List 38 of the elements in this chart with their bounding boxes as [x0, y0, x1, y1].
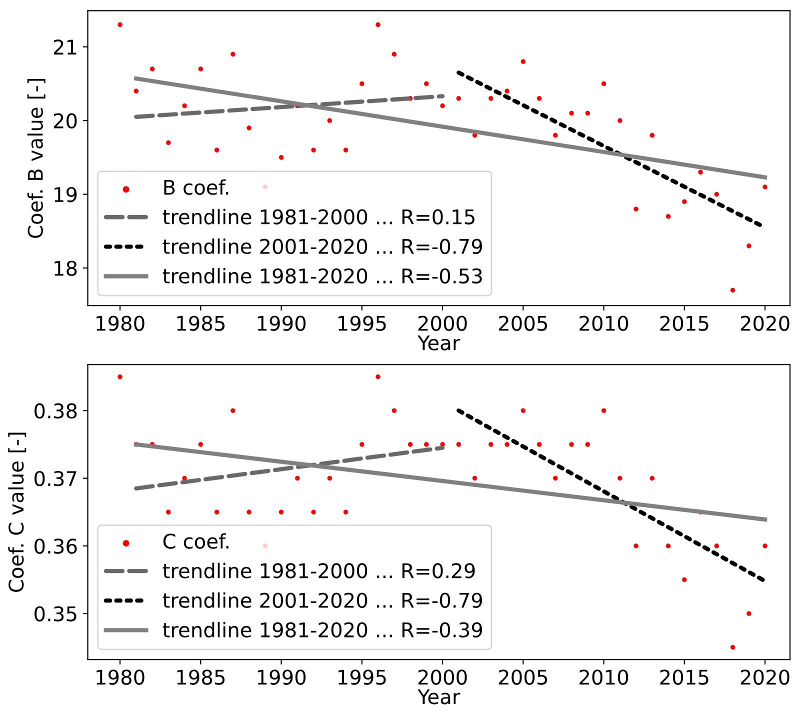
y-axis-title: Coef. B value [-]: [27, 78, 46, 238]
y-tick-label: 19: [54, 186, 77, 202]
legend-label: trendline 2001-2020 ... R=-0.79: [162, 238, 482, 254]
x-tick-label: 2015: [660, 316, 708, 331]
x-axis-title: Year: [418, 335, 460, 350]
legend-label: trendline 2001-2020 ... R=-0.79: [162, 592, 482, 608]
x-tick-label: 1990: [258, 670, 306, 685]
legend-label: trendline 1981-2020 ... R=-0.53: [162, 268, 482, 284]
x-tick-label: 1995: [338, 670, 386, 685]
x-tick-label: 2005: [499, 670, 548, 685]
x-tick-label: 2010: [580, 316, 628, 331]
legend-label: B coef.: [164, 179, 228, 195]
x-tick-label: 2005: [499, 316, 548, 331]
legend-label: C coef.: [163, 533, 228, 549]
y-tick-label: 20: [54, 113, 77, 128]
x-tick-label: 1980: [96, 670, 144, 685]
x-tick-label: 2020: [740, 670, 790, 685]
y-tick-label: 21: [54, 40, 76, 54]
x-axis-title: Year: [418, 689, 460, 704]
x-tick-label: 1990: [258, 316, 306, 331]
y-tick-label: 0.35: [34, 606, 76, 622]
x-tick-label: 1995: [338, 316, 386, 331]
legend-label: trendline 1981-2000 ... R=0.15: [162, 208, 474, 224]
x-tick-label: 2000: [418, 316, 467, 331]
legend-label: trendline 1981-2020 ... R=-0.39: [162, 622, 482, 638]
x-tick-label: 2015: [660, 670, 708, 685]
x-tick-label: 2000: [418, 670, 467, 685]
x-tick-label: 2010: [580, 670, 628, 685]
y-tick-label: 18: [54, 260, 77, 276]
x-tick-label: 1985: [177, 670, 225, 685]
legend-label: trendline 1981-2000 ... R=0.29: [162, 562, 475, 578]
y-tick-label: 0.37: [34, 470, 76, 486]
y-tick-label: 0.36: [34, 538, 77, 554]
x-tick-label: 2020: [740, 316, 790, 331]
y-tick-label: 0.38: [34, 403, 77, 419]
x-tick-label: 1980: [96, 316, 144, 331]
y-axis-title: Coef. C value [-]: [8, 432, 26, 592]
x-tick-label: 1985: [177, 316, 225, 331]
